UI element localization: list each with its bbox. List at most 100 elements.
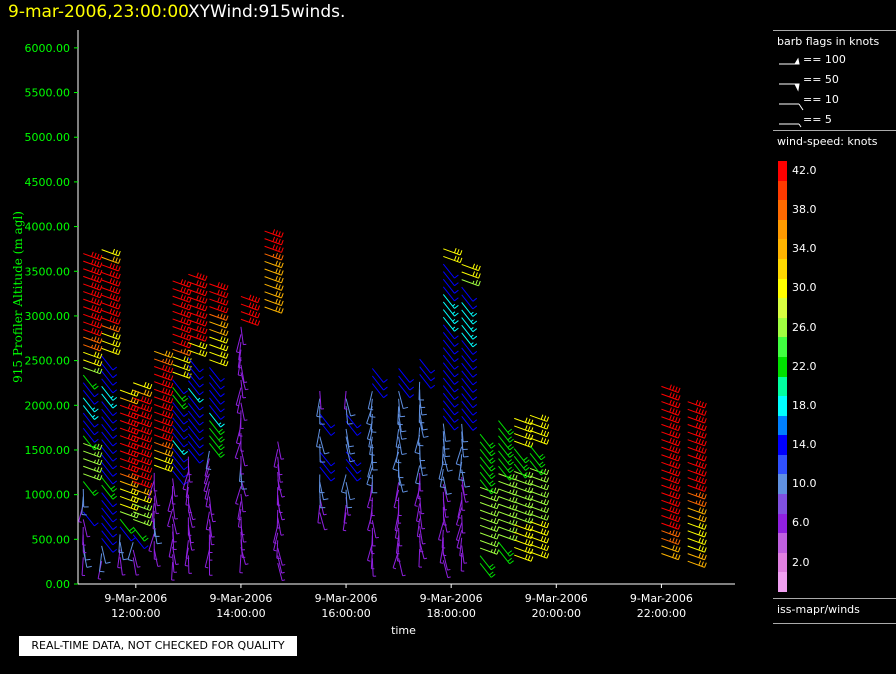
wind-barb bbox=[172, 546, 179, 565]
wind-barb bbox=[154, 441, 174, 450]
wind-barb bbox=[204, 481, 210, 500]
wind-barb bbox=[153, 495, 160, 515]
wind-barb bbox=[661, 498, 681, 507]
wind-barb bbox=[133, 434, 153, 443]
wind-barb bbox=[461, 515, 466, 534]
wind-barb bbox=[133, 511, 153, 519]
wind-barb bbox=[319, 482, 329, 501]
x-tick-date: 9-Mar-2006 bbox=[420, 592, 483, 605]
wind-barb bbox=[235, 387, 242, 407]
wind-barb bbox=[479, 517, 500, 525]
wind-barb bbox=[132, 549, 141, 568]
wind-barb bbox=[119, 433, 140, 443]
wind-barb bbox=[442, 316, 459, 332]
wind-barb bbox=[442, 309, 459, 325]
wind-barb bbox=[101, 308, 121, 318]
source-label: iss-mapr/winds bbox=[777, 603, 860, 616]
wind-barb bbox=[83, 367, 103, 375]
wind-barb bbox=[529, 475, 550, 483]
wind-barb bbox=[687, 522, 707, 530]
wind-barb bbox=[188, 272, 208, 281]
wind-barb bbox=[101, 347, 121, 356]
wind-barb bbox=[83, 351, 103, 359]
wind-barb bbox=[127, 542, 134, 562]
wind-barb bbox=[277, 494, 283, 514]
wind-barb bbox=[461, 362, 478, 378]
wind-barb bbox=[153, 541, 158, 560]
wind-barb bbox=[661, 552, 681, 561]
wind-barb bbox=[529, 429, 550, 438]
wind-barb bbox=[264, 260, 284, 269]
wind-barb bbox=[398, 375, 415, 391]
wind-barb bbox=[419, 473, 424, 492]
wind-barb bbox=[172, 339, 192, 349]
wind-barb bbox=[661, 407, 681, 416]
wind-barb bbox=[236, 395, 242, 414]
wind-barb bbox=[319, 466, 336, 482]
wind-barb bbox=[172, 294, 192, 303]
wind-barb bbox=[442, 415, 459, 431]
wind-barb bbox=[456, 530, 463, 549]
wind-barb bbox=[133, 441, 153, 451]
wind-barb bbox=[133, 449, 153, 458]
chart-axes: 0.00 500.00 1000.00 1500.00 2000.00 2500.00 30… bbox=[11, 30, 735, 637]
wind-barb bbox=[101, 293, 121, 302]
wind-barb bbox=[188, 295, 208, 304]
wind-barb bbox=[416, 503, 421, 523]
wind-barb bbox=[240, 372, 249, 391]
wind-barb bbox=[188, 325, 208, 335]
wind-barb bbox=[81, 496, 87, 516]
wind-barb bbox=[371, 520, 379, 539]
wind-barb bbox=[687, 437, 707, 447]
wind-barb bbox=[119, 503, 140, 511]
wind-barb bbox=[529, 437, 550, 445]
wind-barb bbox=[479, 433, 496, 449]
wind-barb bbox=[234, 440, 242, 460]
wind-barb bbox=[101, 248, 121, 257]
wind-barb bbox=[187, 464, 193, 483]
wind-barb bbox=[187, 365, 204, 380]
wind-barb bbox=[148, 480, 155, 499]
wind-barb bbox=[418, 548, 422, 568]
colorbar-label: 10.0 bbox=[792, 477, 817, 491]
wind-barb bbox=[172, 424, 189, 440]
wind-barb bbox=[209, 289, 229, 299]
wind-barb bbox=[371, 368, 388, 383]
wind-barb bbox=[687, 552, 707, 561]
wind-barb bbox=[101, 339, 121, 348]
wind-barb bbox=[152, 510, 157, 530]
wind-barb bbox=[240, 302, 261, 311]
wind-barb bbox=[185, 540, 190, 559]
wind-barb bbox=[514, 417, 534, 425]
wind-barb bbox=[529, 551, 550, 559]
wind-barb bbox=[398, 413, 407, 433]
wind-barb bbox=[101, 477, 118, 492]
wind-barb bbox=[277, 441, 285, 460]
wind-barb bbox=[419, 358, 436, 374]
wind-barb bbox=[101, 378, 118, 394]
wind-barb bbox=[154, 364, 174, 374]
wind-barb bbox=[119, 495, 140, 504]
wind-barb bbox=[101, 278, 121, 287]
barb-legend-10: == 10 bbox=[803, 93, 839, 106]
wind-barb bbox=[398, 436, 407, 455]
colorbar-swatch bbox=[778, 278, 787, 299]
wind-barb bbox=[119, 403, 140, 412]
wind-barb bbox=[419, 510, 426, 530]
colorbar-swatch bbox=[778, 572, 787, 593]
y-tick-label: 3000.00 bbox=[25, 310, 71, 323]
wind-barb bbox=[443, 248, 463, 256]
wind-barb bbox=[398, 497, 402, 516]
colorbar-swatch bbox=[778, 219, 787, 240]
wind-barb bbox=[479, 486, 500, 494]
wind-barb bbox=[343, 504, 348, 524]
colorbar-swatch bbox=[778, 533, 787, 554]
wind-barb bbox=[101, 507, 118, 523]
colorbar-swatch bbox=[778, 258, 787, 279]
wind-barb bbox=[419, 373, 436, 389]
wind-barb bbox=[209, 374, 225, 390]
wind-barb bbox=[209, 405, 225, 420]
wind-barb bbox=[82, 519, 91, 538]
wind-barb bbox=[172, 324, 192, 334]
wind-barb bbox=[83, 327, 103, 337]
